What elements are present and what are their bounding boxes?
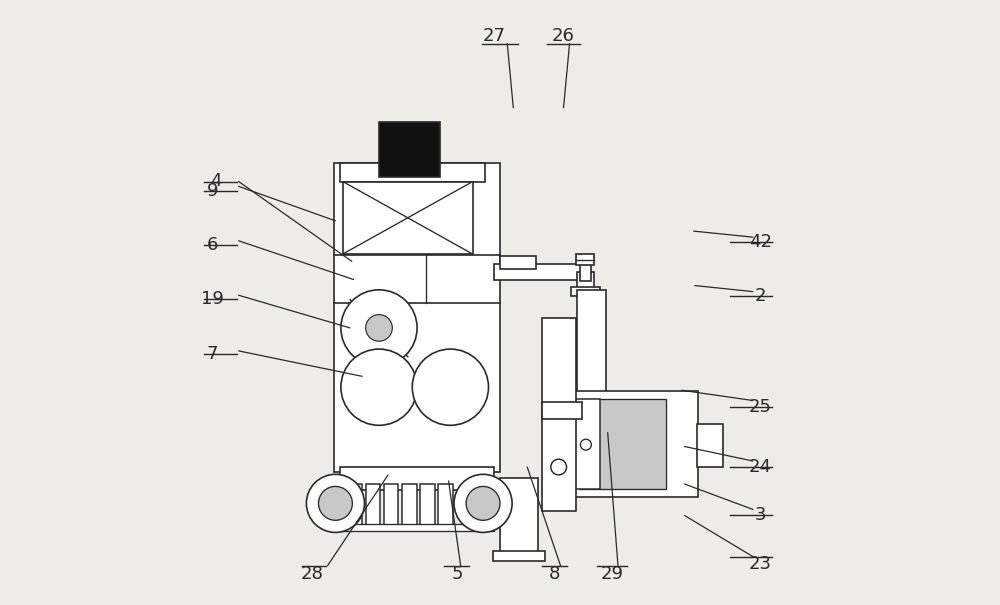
Text: 4: 4 bbox=[210, 172, 221, 191]
Bar bbox=[493, 551, 545, 561]
Bar bbox=[340, 467, 494, 490]
Bar bbox=[697, 424, 723, 467]
Text: 23: 23 bbox=[749, 555, 772, 573]
Text: 29: 29 bbox=[600, 564, 623, 583]
Circle shape bbox=[580, 439, 591, 450]
Bar bbox=[340, 524, 494, 531]
Text: 5: 5 bbox=[452, 564, 463, 583]
Bar bbox=[571, 391, 698, 497]
Bar bbox=[500, 256, 536, 269]
Circle shape bbox=[341, 349, 417, 425]
Bar bbox=[542, 318, 576, 511]
Text: 42: 42 bbox=[749, 233, 772, 251]
Text: 27: 27 bbox=[482, 27, 505, 45]
Bar bbox=[379, 122, 440, 177]
Bar bbox=[571, 399, 600, 489]
Bar bbox=[542, 402, 582, 419]
Text: 28: 28 bbox=[301, 564, 324, 583]
Text: 26: 26 bbox=[552, 27, 575, 45]
Bar bbox=[343, 182, 473, 254]
Bar bbox=[576, 254, 594, 265]
Bar bbox=[402, 484, 417, 528]
Text: 25: 25 bbox=[749, 397, 772, 416]
Circle shape bbox=[366, 315, 392, 341]
Bar bbox=[438, 484, 453, 528]
Circle shape bbox=[551, 459, 567, 475]
Circle shape bbox=[318, 486, 352, 520]
Bar bbox=[577, 272, 594, 289]
Bar bbox=[334, 163, 500, 472]
Bar bbox=[340, 163, 485, 182]
Text: 2: 2 bbox=[754, 287, 766, 306]
Bar bbox=[500, 478, 538, 555]
Bar bbox=[420, 484, 435, 528]
Text: 6: 6 bbox=[207, 236, 218, 254]
Text: 3: 3 bbox=[754, 506, 766, 525]
Bar bbox=[366, 484, 380, 528]
Text: 19: 19 bbox=[201, 290, 224, 309]
Bar bbox=[348, 484, 362, 528]
Circle shape bbox=[306, 474, 364, 532]
Bar bbox=[577, 290, 606, 417]
Text: 8: 8 bbox=[549, 564, 560, 583]
Text: 7: 7 bbox=[207, 345, 218, 363]
Text: 24: 24 bbox=[749, 458, 772, 476]
Bar bbox=[579, 399, 666, 489]
Circle shape bbox=[454, 474, 512, 532]
Bar bbox=[384, 484, 398, 528]
Circle shape bbox=[412, 349, 489, 425]
Circle shape bbox=[466, 486, 500, 520]
Circle shape bbox=[341, 290, 417, 366]
Bar bbox=[580, 262, 591, 281]
Text: 9: 9 bbox=[207, 182, 218, 200]
Bar bbox=[571, 287, 600, 296]
Bar bbox=[494, 264, 582, 280]
